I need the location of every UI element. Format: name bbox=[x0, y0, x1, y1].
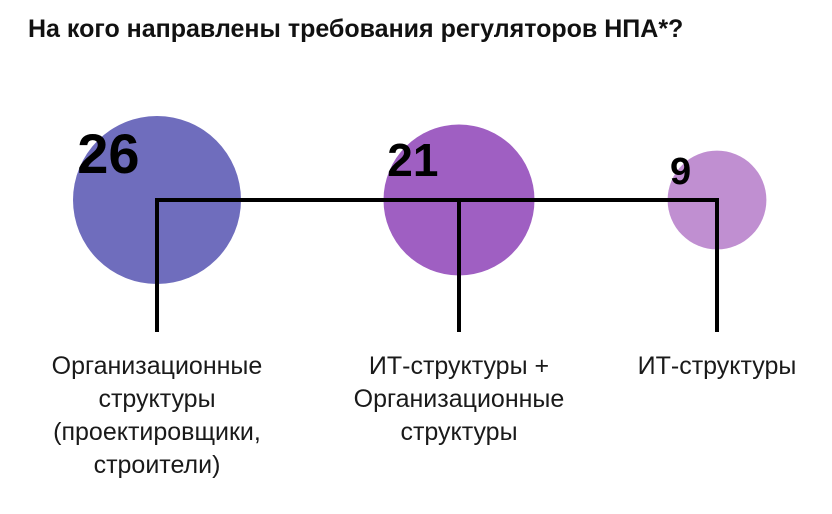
category-label-line: структуры bbox=[400, 418, 518, 446]
value-label-3: 9 bbox=[670, 151, 691, 193]
value-labels-group: 26 21 9 bbox=[77, 122, 691, 193]
category-label-line: ИТ-структуры bbox=[637, 352, 797, 380]
chart-title: На кого направлены требования регуляторо… bbox=[28, 15, 684, 43]
category-label-line: Организационные bbox=[353, 385, 565, 413]
category-label-line: ИТ-структуры + bbox=[368, 352, 550, 380]
category-label-1: Организационные структуры (проектировщики,… bbox=[7, 350, 307, 482]
category-label-line: (проектировщики, bbox=[53, 418, 261, 446]
category-label-2: ИТ-структуры + Организационные структуры bbox=[314, 350, 604, 449]
value-label-2: 21 bbox=[387, 134, 438, 186]
category-label-line: структуры bbox=[98, 385, 216, 413]
category-label-line: Организационные bbox=[51, 352, 263, 380]
category-label-3: ИТ-структуры bbox=[607, 350, 827, 383]
category-label-line: строители) bbox=[93, 451, 221, 479]
connector-lines bbox=[155, 198, 719, 332]
value-label-1: 26 bbox=[77, 122, 139, 185]
